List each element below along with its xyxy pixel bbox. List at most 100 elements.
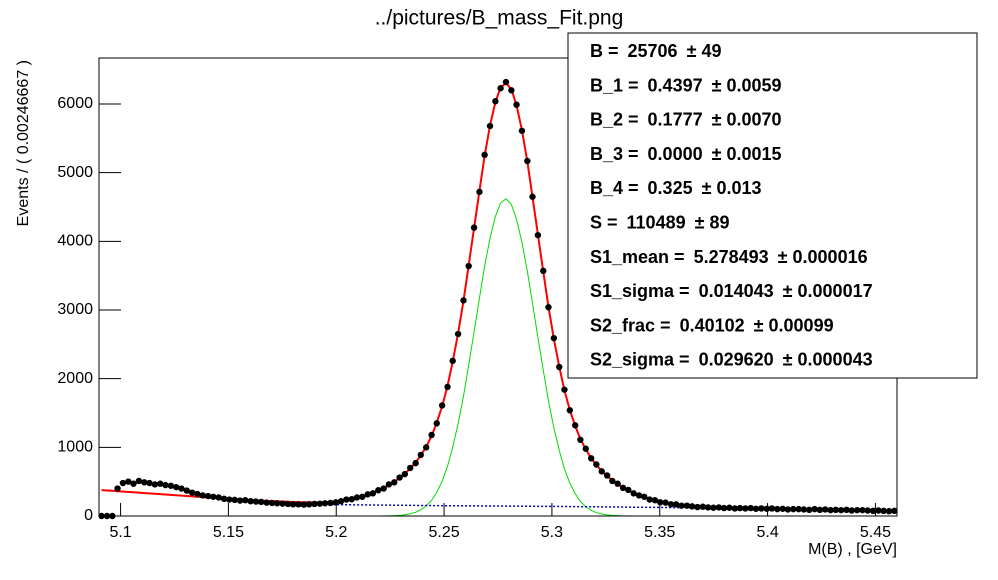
data-point <box>518 127 526 134</box>
data-point <box>332 499 340 506</box>
data-point <box>800 506 808 513</box>
data-point <box>289 501 297 508</box>
data-point <box>444 383 451 391</box>
data-point <box>183 487 190 494</box>
data-point <box>710 504 717 511</box>
data-point <box>369 490 377 497</box>
data-point <box>646 496 653 503</box>
data-point <box>811 505 818 513</box>
data-point <box>720 504 728 512</box>
data-point <box>385 481 393 488</box>
fit-value: 0.4397 <box>648 75 703 95</box>
data-point <box>470 224 478 231</box>
data-point <box>768 505 776 512</box>
fit-value: 0.014043 <box>699 281 774 301</box>
data-point <box>141 479 148 486</box>
data-point <box>146 479 153 487</box>
data-point <box>790 505 797 513</box>
data-point <box>178 485 185 492</box>
data-point <box>454 330 462 338</box>
data-point <box>481 151 488 159</box>
data-point <box>188 489 196 496</box>
fit-uncertainty: ± 0.013 <box>702 178 762 198</box>
y-tick-label: 5000 <box>57 164 93 181</box>
data-point <box>806 506 813 514</box>
data-point <box>321 500 329 507</box>
data-point <box>577 436 584 443</box>
data-point <box>279 500 286 507</box>
y-tick-label: 3000 <box>57 301 93 318</box>
data-point <box>204 492 212 500</box>
data-point <box>380 485 387 492</box>
data-point <box>651 497 659 504</box>
data-point <box>864 507 871 514</box>
data-point <box>460 297 467 304</box>
data-point <box>832 506 839 514</box>
data-point <box>625 486 632 494</box>
fit-name: B_1 = <box>590 75 639 95</box>
data-point <box>582 445 589 452</box>
fit-uncertainty: ± 0.000017 <box>783 281 873 301</box>
data-point <box>157 480 164 487</box>
data-point <box>572 422 579 429</box>
fit-parameter: S1_sigma = 0.014043 ± 0.000017 <box>590 281 873 301</box>
data-point <box>694 503 701 511</box>
data-point <box>417 451 424 459</box>
fit-uncertainty: ± 0.0059 <box>712 75 782 95</box>
data-point <box>401 470 409 478</box>
data-point <box>598 468 605 475</box>
fit-name: S2_frac = <box>590 315 671 335</box>
data-point <box>305 501 313 508</box>
fit-uncertainty: ± 0.0015 <box>712 144 782 164</box>
fit-parameter: S2_sigma = 0.029620 ± 0.000043 <box>590 349 873 369</box>
y-tick-label: 2000 <box>57 370 93 387</box>
x-tick-label: 5.2 <box>325 524 347 541</box>
data-point <box>534 231 542 239</box>
data-point <box>619 484 627 492</box>
data-point <box>704 504 712 511</box>
data-point <box>199 492 206 499</box>
fit-uncertainty: ± 89 <box>695 212 730 232</box>
data-point <box>130 480 137 487</box>
data-point <box>263 499 270 506</box>
data-point <box>545 304 552 311</box>
data-point <box>295 501 302 508</box>
data-point <box>359 493 366 500</box>
data-point <box>311 500 318 508</box>
fit-value: 0.40102 <box>680 315 745 335</box>
fit-name: B = <box>590 41 619 61</box>
data-point <box>736 504 744 512</box>
data-point <box>843 506 850 514</box>
fit-name: B_3 = <box>590 144 639 164</box>
data-point <box>449 357 456 365</box>
data-point <box>641 493 648 500</box>
x-tick-label: 5.4 <box>756 524 778 541</box>
fit-parameter: S2_frac = 0.40102 ± 0.00099 <box>590 315 834 335</box>
data-point <box>784 506 792 513</box>
data-point <box>502 78 510 86</box>
fit-box-frame <box>567 32 978 379</box>
fit-value: 0.029620 <box>699 349 774 369</box>
data-point <box>438 402 446 409</box>
y-tick-label: 4000 <box>57 233 93 250</box>
data-point <box>683 502 691 509</box>
data-point <box>226 496 233 503</box>
x-tick-label: 5.25 <box>429 524 460 541</box>
data-point <box>194 490 201 498</box>
data-point <box>752 505 760 512</box>
data-point <box>837 506 845 514</box>
data-point <box>135 477 143 485</box>
x-tick-label: 5.45 <box>860 524 891 541</box>
fit-value: 5.278493 <box>694 247 769 267</box>
data-point <box>672 501 680 508</box>
fit-uncertainty: ± 0.00099 <box>754 315 834 335</box>
data-point <box>635 492 643 499</box>
data-point <box>688 503 696 510</box>
data-point <box>795 505 802 513</box>
data-point <box>816 506 823 514</box>
fit-parameter: B_2 = 0.1777 ± 0.0070 <box>590 109 782 129</box>
data-point <box>476 188 483 196</box>
fit-name: S1_sigma = <box>590 281 690 301</box>
